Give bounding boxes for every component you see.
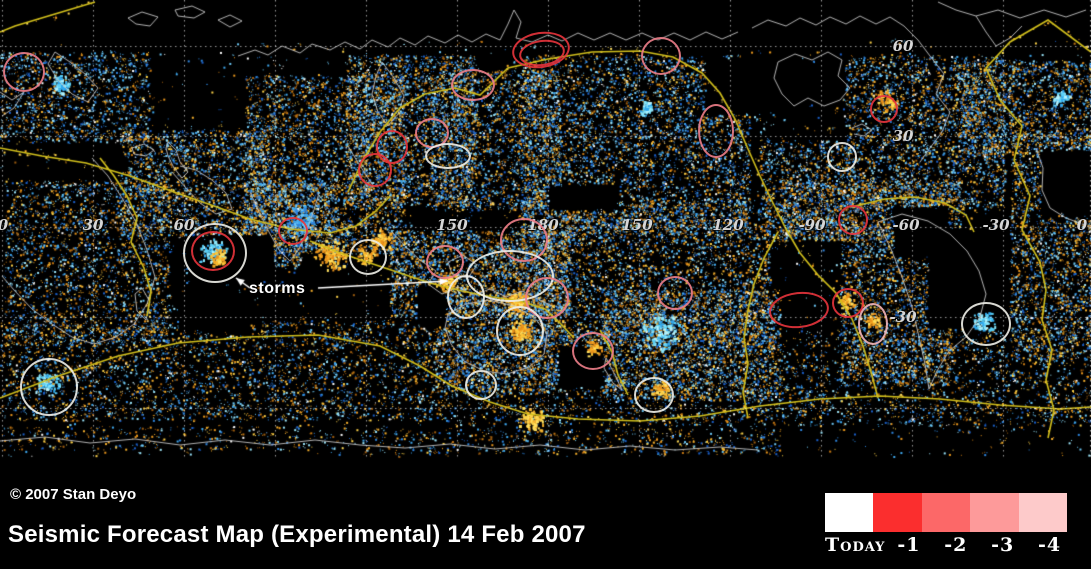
legend-box [1018,493,1068,532]
legend-box [921,493,971,532]
legend-labels-row: Today -1 -2 -3 -4 [825,534,1073,556]
legend-box [825,493,874,532]
legend-label: -3 [991,534,1015,556]
copyright-text: © 2007 Stan Deyo [10,486,137,503]
map-title: Seismic Forecast Map (Experimental) 14 F… [8,521,586,548]
legend-label: -4 [1038,534,1062,556]
legend-box [873,493,922,532]
legend-box [970,493,1019,532]
legend-label: -1 [897,534,921,556]
storms-label: storms [249,280,306,297]
legend-label: -2 [944,534,968,556]
legend-color-bar [825,493,1068,532]
legend-label: Today [825,534,886,556]
forecast-legend: Today -1 -2 -3 -4 [825,493,1068,556]
